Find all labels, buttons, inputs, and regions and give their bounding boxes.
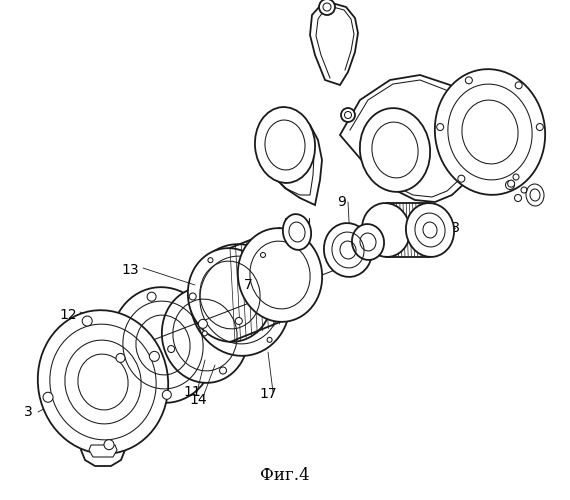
Ellipse shape [324, 223, 372, 277]
Circle shape [208, 258, 213, 262]
Circle shape [458, 175, 465, 182]
Ellipse shape [406, 203, 454, 257]
Ellipse shape [190, 244, 290, 356]
Circle shape [104, 440, 114, 450]
Circle shape [508, 180, 515, 187]
Ellipse shape [238, 228, 322, 322]
Ellipse shape [111, 287, 215, 403]
Ellipse shape [162, 287, 248, 383]
Circle shape [319, 0, 335, 15]
Circle shape [344, 112, 352, 118]
Text: 9: 9 [337, 195, 347, 209]
Ellipse shape [188, 248, 272, 342]
Circle shape [162, 390, 172, 400]
Polygon shape [340, 75, 480, 202]
Circle shape [536, 124, 543, 130]
Text: 14: 14 [189, 393, 207, 407]
Ellipse shape [283, 214, 311, 250]
Circle shape [198, 320, 207, 328]
Polygon shape [89, 445, 117, 457]
Polygon shape [81, 444, 125, 466]
Text: Фиг.4: Фиг.4 [260, 466, 310, 483]
Circle shape [341, 108, 355, 122]
Circle shape [513, 174, 519, 180]
Circle shape [202, 331, 207, 336]
Ellipse shape [255, 107, 315, 183]
Circle shape [437, 124, 443, 130]
Circle shape [43, 392, 53, 402]
Circle shape [465, 77, 473, 84]
Text: 3: 3 [23, 405, 32, 419]
Text: 12: 12 [59, 308, 77, 322]
Circle shape [189, 293, 196, 300]
Circle shape [506, 180, 515, 190]
Text: 13: 13 [121, 263, 139, 277]
Ellipse shape [360, 108, 430, 192]
Text: 17: 17 [259, 387, 277, 401]
Circle shape [260, 252, 266, 258]
Ellipse shape [352, 224, 384, 260]
Circle shape [168, 346, 174, 352]
Circle shape [267, 338, 272, 342]
Circle shape [149, 352, 160, 362]
Ellipse shape [435, 69, 545, 195]
Text: 8: 8 [450, 221, 459, 235]
Text: 7: 7 [243, 278, 253, 292]
Circle shape [219, 367, 226, 374]
Text: 11: 11 [183, 385, 201, 399]
Polygon shape [258, 110, 322, 205]
Circle shape [515, 194, 522, 202]
Circle shape [82, 316, 92, 326]
Ellipse shape [38, 310, 168, 454]
Ellipse shape [362, 203, 410, 257]
Circle shape [235, 318, 242, 324]
Circle shape [323, 3, 331, 11]
Circle shape [147, 292, 156, 301]
Circle shape [116, 354, 125, 362]
Polygon shape [310, 3, 358, 85]
Circle shape [515, 82, 522, 89]
Circle shape [521, 187, 527, 193]
